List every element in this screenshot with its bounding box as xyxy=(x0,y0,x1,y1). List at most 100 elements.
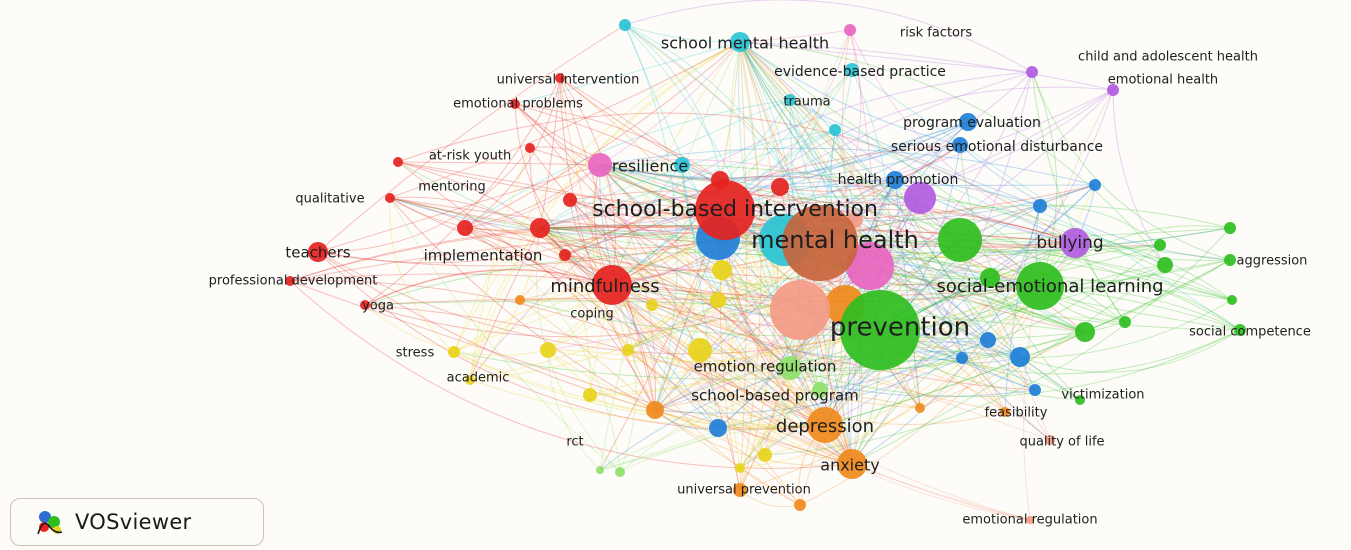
node-bullying[interactable] xyxy=(1060,228,1090,258)
keyword-label[interactable]: emotion regulation xyxy=(694,358,837,376)
node-unlabeled[interactable] xyxy=(457,220,473,236)
node-depression[interactable] xyxy=(807,407,843,443)
node-social-emotional-learning[interactable] xyxy=(1016,262,1064,310)
node-unlabeled[interactable] xyxy=(688,338,712,362)
node-resilience[interactable] xyxy=(588,153,612,177)
keyword-label[interactable]: depression xyxy=(776,416,874,437)
keyword-label[interactable]: risk factors xyxy=(900,26,972,41)
keyword-label[interactable]: professional development xyxy=(209,274,378,289)
node-aggression[interactable] xyxy=(1224,254,1236,266)
node-unlabeled[interactable] xyxy=(980,332,996,348)
keyword-label[interactable]: prevention xyxy=(830,313,970,343)
node-unlabeled[interactable] xyxy=(583,388,597,402)
keyword-label[interactable]: serious emotional disturbance xyxy=(891,139,1103,155)
keyword-label[interactable]: program evaluation xyxy=(903,115,1041,131)
node-social-competence[interactable] xyxy=(1234,324,1246,336)
node-unlabeled[interactable] xyxy=(674,157,690,173)
node-unlabeled[interactable] xyxy=(1224,222,1236,234)
keyword-label[interactable]: quality of life xyxy=(1019,435,1104,450)
node-unlabeled[interactable] xyxy=(1089,179,1101,191)
node-school-based-intervention[interactable] xyxy=(695,180,755,240)
node-unlabeled[interactable] xyxy=(710,292,726,308)
node-unlabeled[interactable] xyxy=(829,124,841,136)
node-unlabeled[interactable] xyxy=(709,419,727,437)
keyword-label[interactable]: yoga xyxy=(362,299,394,314)
node-unlabeled[interactable] xyxy=(1154,239,1166,251)
keyword-label[interactable]: universal intervention xyxy=(497,73,640,88)
node-unlabeled[interactable] xyxy=(1157,257,1173,273)
node-emotional-health[interactable] xyxy=(1107,84,1119,96)
node-unlabeled[interactable] xyxy=(712,260,732,280)
node-mental-health[interactable] xyxy=(782,205,858,281)
keyword-label[interactable]: aggression xyxy=(1237,254,1308,269)
keyword-label[interactable]: mindfulness xyxy=(550,276,659,297)
node-unlabeled[interactable] xyxy=(846,242,894,290)
node-unlabeled[interactable] xyxy=(938,218,982,262)
node-academic[interactable] xyxy=(465,375,475,385)
keyword-label[interactable]: qualitative xyxy=(295,192,364,207)
node-school-mental-health[interactable] xyxy=(730,32,750,52)
node-emotional-problems[interactable] xyxy=(510,99,520,109)
node-emotion-regulation[interactable] xyxy=(778,356,802,380)
keyword-label[interactable]: academic xyxy=(447,371,510,386)
keyword-label[interactable]: school mental health xyxy=(661,34,829,53)
keyword-label[interactable]: victimization xyxy=(1061,388,1144,403)
node-unlabeled[interactable] xyxy=(956,352,968,364)
node-unlabeled[interactable] xyxy=(980,268,1000,288)
node-unlabeled[interactable] xyxy=(596,466,604,474)
node-mentoring[interactable] xyxy=(525,143,535,153)
node-unlabeled[interactable] xyxy=(1227,295,1237,305)
keyword-label[interactable]: feasibility xyxy=(985,406,1048,421)
keyword-label[interactable]: teachers xyxy=(285,244,350,262)
keyword-label[interactable]: resilience xyxy=(612,157,688,176)
node-unlabeled[interactable] xyxy=(1010,347,1030,367)
keyword-label[interactable]: anxiety xyxy=(820,456,879,475)
node-unlabeled[interactable] xyxy=(812,382,828,398)
keyword-label[interactable]: coping xyxy=(570,307,613,322)
node-prevention[interactable] xyxy=(840,290,920,370)
node-unlabeled[interactable] xyxy=(622,344,634,356)
node-unlabeled[interactable] xyxy=(1075,322,1095,342)
node-feasibility[interactable] xyxy=(1000,407,1010,417)
node-universal-prevention[interactable] xyxy=(733,483,747,497)
node-teachers[interactable] xyxy=(308,242,328,262)
node-qualitative[interactable] xyxy=(385,193,395,203)
keyword-label[interactable]: evidence-based practice xyxy=(774,64,946,80)
keyword-label[interactable]: universal prevention xyxy=(677,483,811,498)
node-school-based-program[interactable] xyxy=(646,401,664,419)
keyword-label[interactable]: stress xyxy=(396,346,435,361)
node-stress[interactable] xyxy=(448,346,460,358)
node-universal-intervention[interactable] xyxy=(555,73,565,83)
node-unlabeled[interactable] xyxy=(515,295,525,305)
node-evidence-based-practice[interactable] xyxy=(845,63,859,77)
node-yoga[interactable] xyxy=(360,300,370,310)
node-unlabeled[interactable] xyxy=(1033,199,1047,213)
keyword-label[interactable]: health promotion xyxy=(838,172,959,188)
node-unlabeled[interactable] xyxy=(540,342,556,358)
node-unlabeled[interactable] xyxy=(1075,395,1085,405)
node-implementation[interactable] xyxy=(530,218,550,238)
keyword-label[interactable]: social-emotional learning xyxy=(936,276,1163,297)
keyword-label[interactable]: emotional health xyxy=(1108,73,1218,88)
keyword-label[interactable]: bullying xyxy=(1036,233,1103,253)
node-health-promotion[interactable] xyxy=(886,171,904,189)
keyword-label[interactable]: school-based intervention xyxy=(592,197,878,222)
node-serious-emotional-disturbance[interactable] xyxy=(952,137,968,153)
keyword-label[interactable]: emotional regulation xyxy=(962,513,1097,528)
node-unlabeled[interactable] xyxy=(563,193,577,207)
keyword-label[interactable]: rct xyxy=(566,435,583,450)
node-quality-of-life[interactable] xyxy=(1045,435,1055,445)
node-professional-development[interactable] xyxy=(285,276,295,286)
node-at-risk-youth[interactable] xyxy=(393,157,403,167)
node-rct[interactable] xyxy=(615,467,625,477)
node-risk-factors[interactable] xyxy=(844,24,856,36)
node-unlabeled[interactable] xyxy=(758,448,772,462)
keyword-label[interactable]: mentoring xyxy=(418,180,485,195)
node-unlabeled[interactable] xyxy=(770,280,830,340)
node-child-and-adolescent-health[interactable] xyxy=(1026,66,1038,78)
keyword-label[interactable]: mental health xyxy=(751,226,919,254)
node-coping[interactable] xyxy=(646,299,658,311)
keyword-label[interactable]: implementation xyxy=(424,247,543,265)
node-emotional-regulation[interactable] xyxy=(1026,516,1034,524)
keyword-label[interactable]: trauma xyxy=(783,95,830,110)
